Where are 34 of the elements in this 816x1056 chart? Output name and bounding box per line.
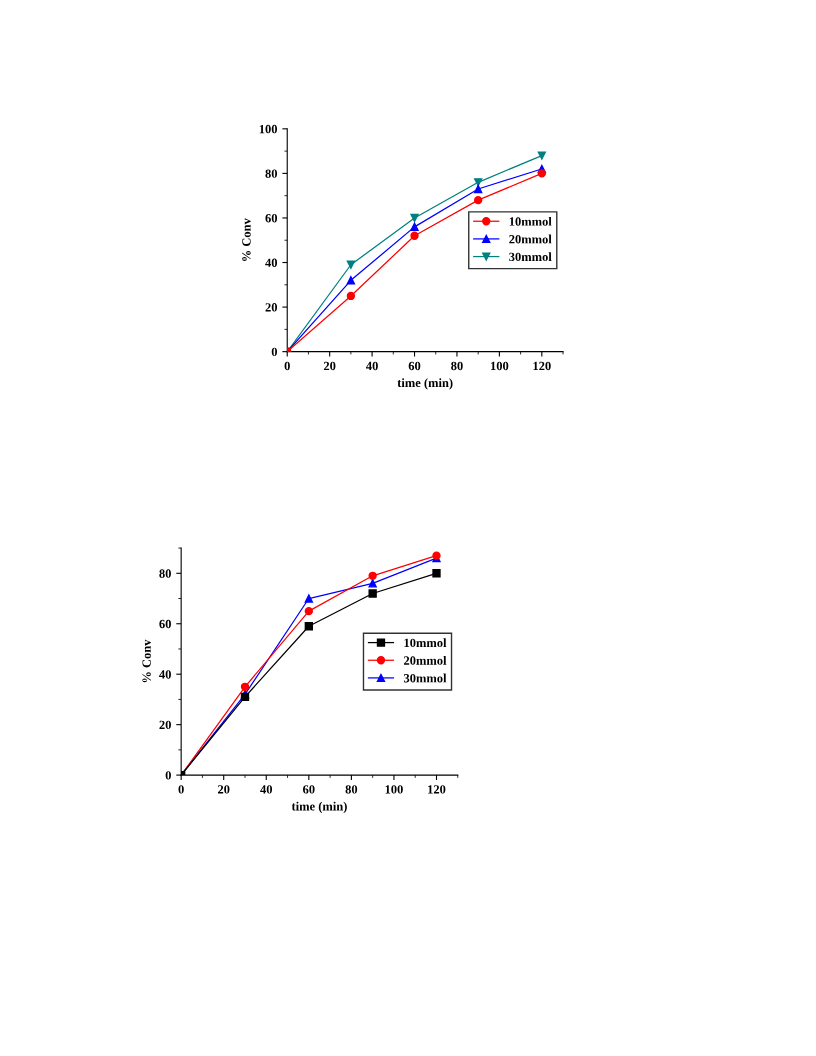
x-tick-label: 80 [345, 785, 358, 794]
y-axis-title: % Conv [242, 218, 251, 262]
y-tick-label: 80 [265, 169, 278, 178]
y-tick-label: 40 [159, 670, 171, 679]
y-axis-title: % Conv [142, 639, 151, 683]
x-tick-label: 60 [303, 785, 315, 794]
y-tick-label: 40 [265, 258, 278, 267]
legend-label: 10mmol [509, 216, 552, 226]
legend-label: 20mmol [404, 655, 447, 665]
x-axis-title: time (min) [291, 801, 347, 814]
x-tick-label: 80 [451, 361, 463, 371]
legend-label: 30mmol [403, 673, 447, 683]
legend-label: 10mmol [404, 638, 447, 648]
y-tick-label: 0 [165, 771, 171, 780]
y-tick-label: 60 [159, 619, 171, 629]
x-tick-label: 20 [323, 361, 336, 371]
y-tick-label: 20 [265, 303, 278, 312]
x-tick-label: 120 [428, 785, 446, 794]
legend-label: 30mmol [509, 252, 552, 262]
x-tick-label: 60 [408, 361, 421, 371]
x-tick-label: 0 [284, 361, 290, 371]
y-tick-label: 0 [271, 347, 278, 357]
legend-label: 20mmol [509, 234, 552, 244]
x-tick-label: 40 [366, 361, 378, 371]
x-tick-label: 120 [533, 361, 551, 371]
y-tick-label: 100 [259, 124, 278, 134]
y-tick-label: 80 [159, 569, 171, 578]
y-tick-label: 20 [159, 720, 171, 730]
x-tick-label: 100 [385, 785, 403, 794]
x-tick-label: 100 [491, 361, 509, 371]
x-tick-label: 20 [217, 785, 230, 794]
x-tick-label: 0 [178, 785, 184, 794]
y-tick-label: 60 [265, 213, 278, 223]
x-axis-title: time (min) [397, 378, 453, 390]
